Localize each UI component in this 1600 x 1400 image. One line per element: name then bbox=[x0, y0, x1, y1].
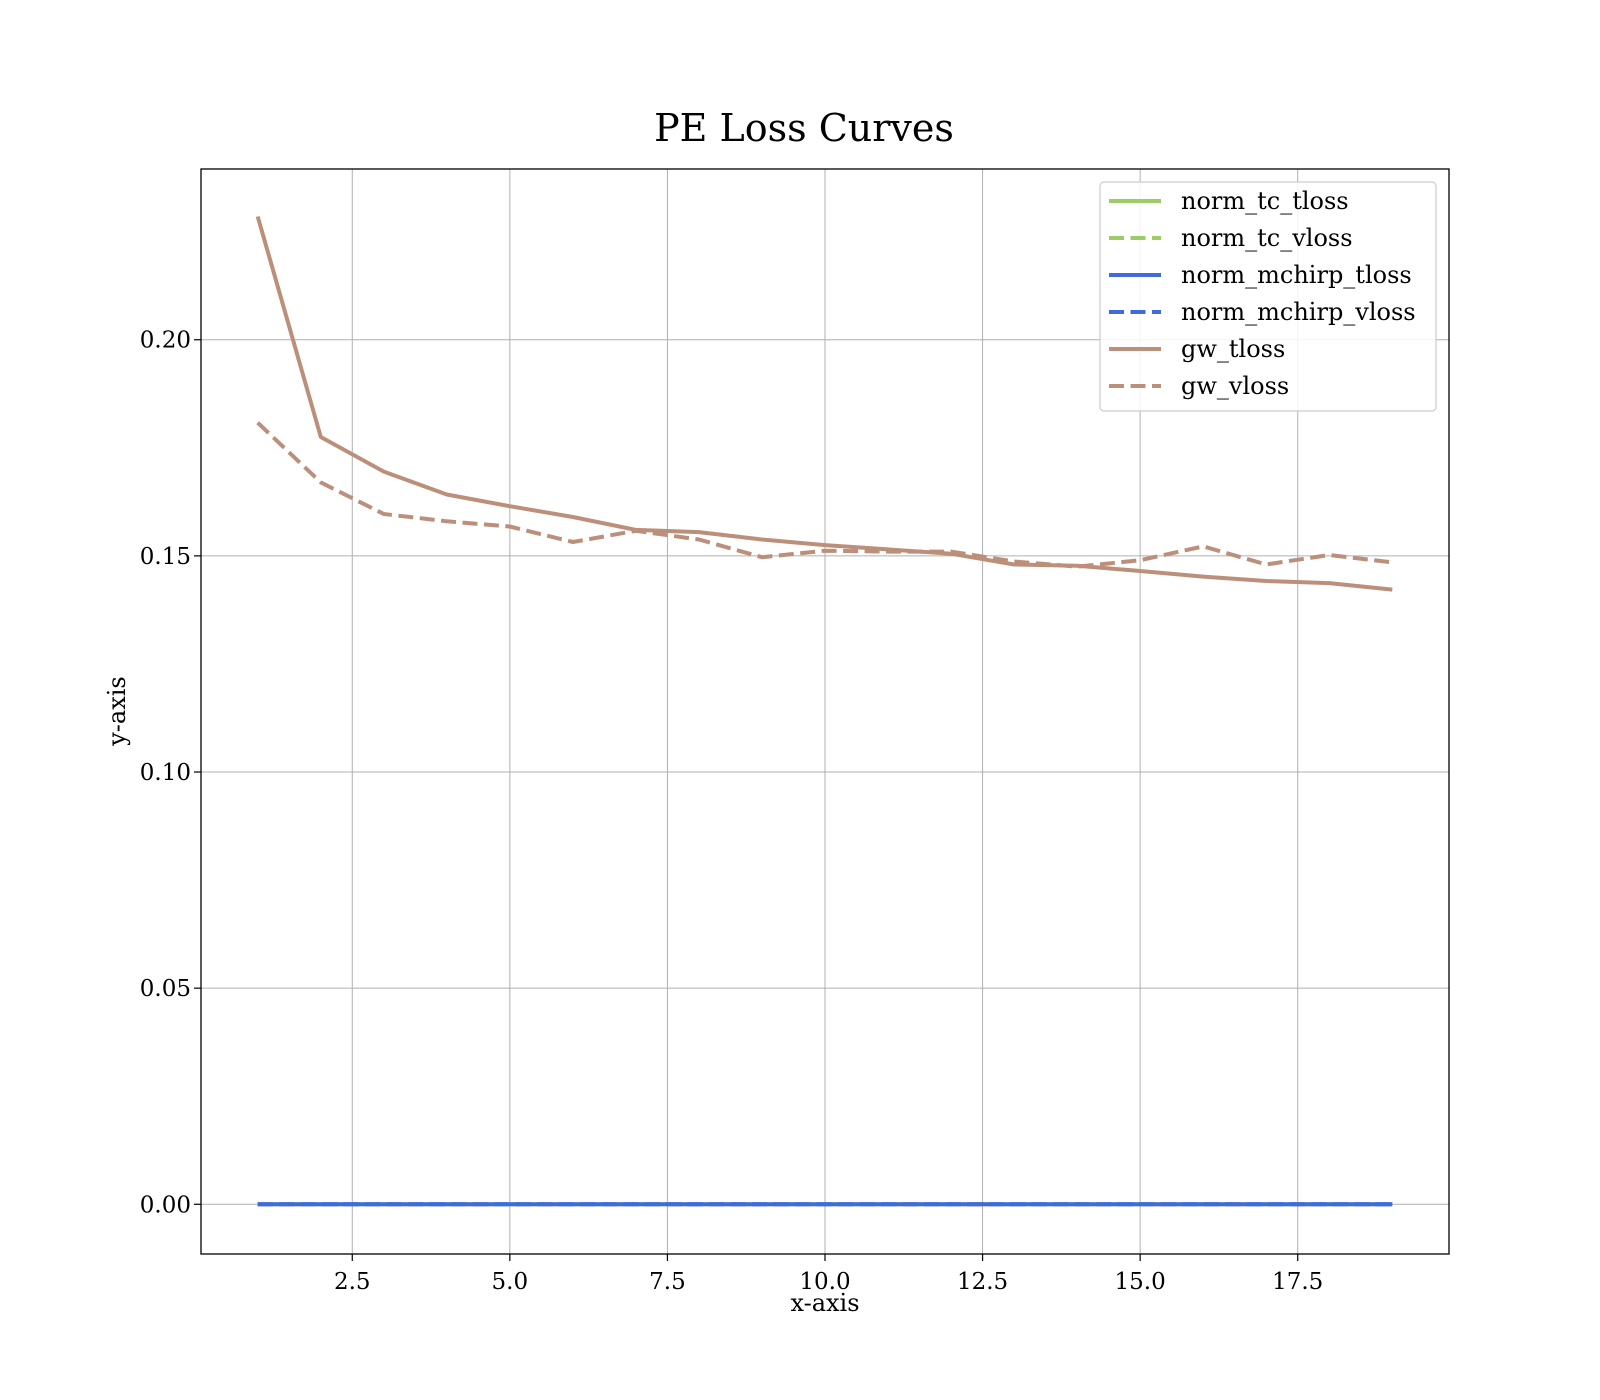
x-tick-label: 17.5 bbox=[1272, 1269, 1323, 1295]
x-tick-label: 10.0 bbox=[799, 1269, 850, 1295]
y-tick-label: 0.10 bbox=[140, 760, 191, 786]
legend-item: gw_vloss bbox=[1109, 372, 1289, 400]
x-tick-label: 5.0 bbox=[492, 1269, 529, 1295]
legend-item: norm_mchirp_tloss bbox=[1109, 261, 1412, 289]
legend-label: norm_mchirp_vloss bbox=[1181, 298, 1416, 326]
legend-item: norm_tc_tloss bbox=[1109, 187, 1349, 215]
legend-box bbox=[1099, 181, 1437, 412]
legend-label: gw_vloss bbox=[1181, 372, 1289, 400]
x-axis: 2.5 5.0 7.5 10.0 12.5 15.0 17.5 bbox=[334, 1254, 1323, 1295]
y-tick-label: 0.00 bbox=[140, 1192, 191, 1218]
y-tick-label: 0.20 bbox=[140, 328, 191, 354]
x-tick-label: 7.5 bbox=[649, 1269, 686, 1295]
legend-label: norm_tc_tloss bbox=[1181, 187, 1349, 215]
series-line-gw-tloss bbox=[255, 215, 1393, 592]
x-tick-label: 2.5 bbox=[334, 1269, 371, 1295]
y-tick-label: 0.15 bbox=[140, 544, 191, 570]
legend-item: norm_tc_vloss bbox=[1109, 224, 1353, 252]
legend: norm_tc_tloss norm_tc_vloss norm_mchirp_tl… bbox=[1099, 181, 1437, 412]
chart-title: PE Loss Curves bbox=[654, 106, 954, 150]
legend-item: gw_tloss bbox=[1109, 335, 1285, 363]
y-axis-label: y-axis bbox=[103, 676, 131, 747]
legend-label: norm_mchirp_tloss bbox=[1181, 261, 1412, 289]
x-axis-label: x-axis bbox=[790, 1289, 859, 1317]
legend-label: norm_tc_vloss bbox=[1181, 224, 1353, 252]
legend-label: gw_tloss bbox=[1181, 335, 1285, 363]
plot-lines bbox=[255, 215, 1393, 1207]
y-axis: 0.00 0.05 0.10 0.15 0.20 bbox=[140, 328, 201, 1218]
legend-item: norm_mchirp_vloss bbox=[1109, 298, 1416, 326]
y-tick-label: 0.05 bbox=[140, 976, 191, 1002]
series-line-gw-vloss bbox=[256, 421, 1393, 569]
x-tick-label: 12.5 bbox=[957, 1269, 1008, 1295]
x-tick-label: 15.0 bbox=[1115, 1269, 1166, 1295]
